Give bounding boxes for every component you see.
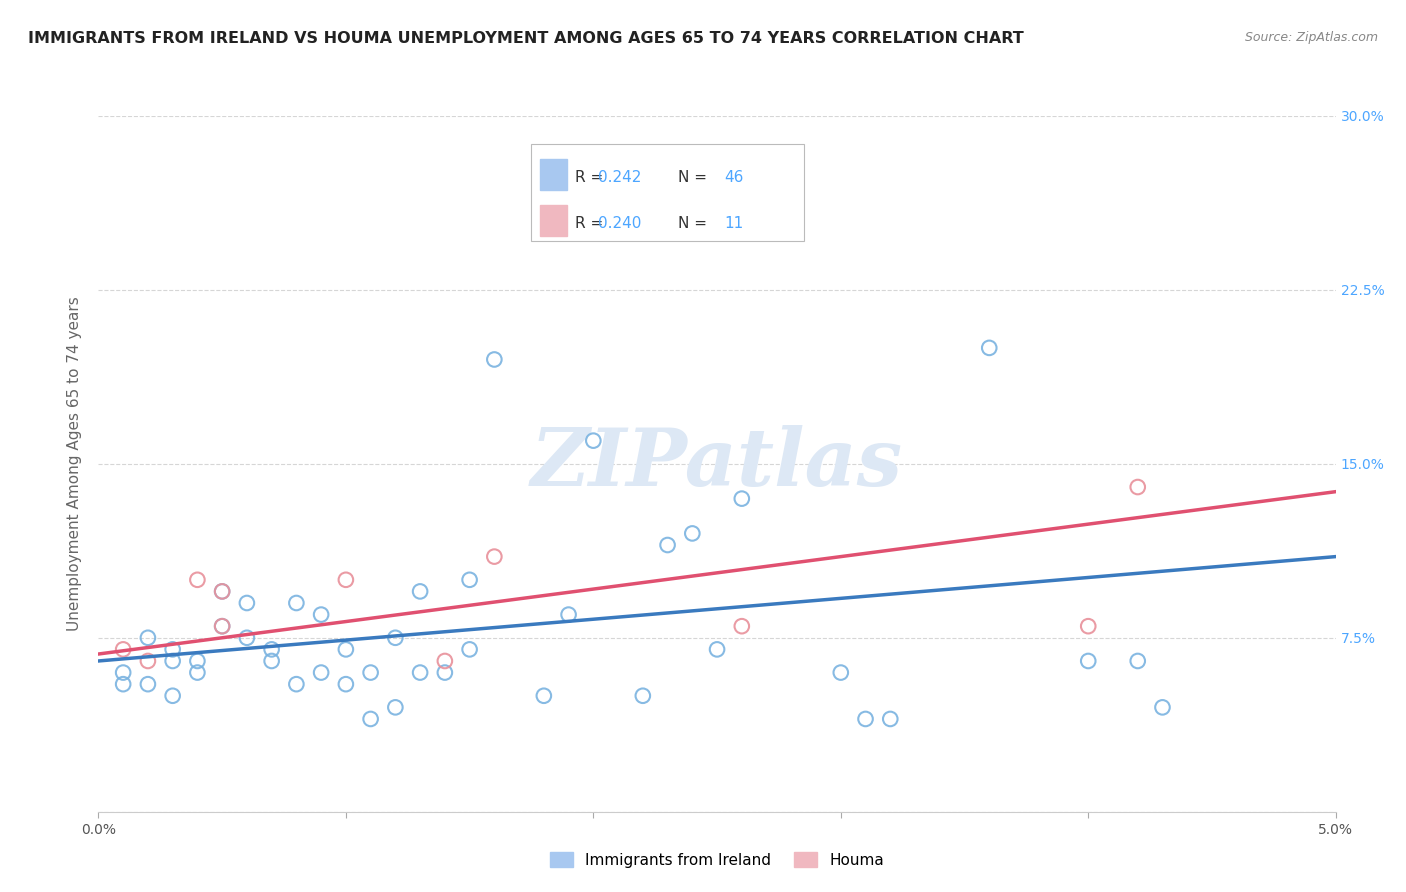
Point [112,642,135,657]
Point [681,526,703,541]
Point [557,607,579,622]
Point [631,689,654,703]
Text: IMMIGRANTS FROM IRELAND VS HOUMA UNEMPLOYMENT AMONG AGES 65 TO 74 YEARS CORRELAT: IMMIGRANTS FROM IRELAND VS HOUMA UNEMPLO… [28,31,1024,46]
Point [136,631,159,645]
Point [136,677,159,691]
Point [458,642,481,657]
Point [879,712,901,726]
Point [211,619,233,633]
Point [260,654,283,668]
Point [309,607,332,622]
Point [731,619,754,633]
Point [384,700,406,714]
Point [186,654,208,668]
Point [260,642,283,657]
Point [979,341,1001,355]
Point [162,689,184,703]
Text: ZIPatlas: ZIPatlas [531,425,903,502]
Y-axis label: Unemployment Among Ages 65 to 74 years: Unemployment Among Ages 65 to 74 years [67,296,83,632]
Point [830,665,852,680]
Point [211,584,233,599]
Point [533,689,555,703]
Point [731,491,754,506]
Point [657,538,679,552]
Point [112,677,135,691]
Point [335,677,357,691]
Point [409,584,432,599]
Point [236,596,259,610]
Point [1126,654,1149,668]
Point [335,642,357,657]
Text: N =: N = [679,170,713,186]
Point [285,677,308,691]
Point [335,573,357,587]
Text: N =: N = [679,216,713,231]
Point [112,665,135,680]
Legend: Immigrants from Ireland, Houma: Immigrants from Ireland, Houma [544,846,890,873]
Point [360,712,382,726]
Point [211,584,233,599]
Point [360,665,382,680]
Point [1077,619,1099,633]
Point [186,573,208,587]
Point [433,654,456,668]
Point [706,642,728,657]
Point [582,434,605,448]
Text: 11: 11 [724,216,744,231]
Point [236,631,259,645]
Point [855,712,877,726]
Point [484,549,506,564]
Text: R =: R = [575,170,609,186]
Text: R =: R = [575,216,609,231]
Point [458,573,481,587]
Text: 0.242: 0.242 [598,170,641,186]
Point [1077,654,1099,668]
Point [285,596,308,610]
Text: Source: ZipAtlas.com: Source: ZipAtlas.com [1244,31,1378,45]
Point [186,665,208,680]
Point [409,665,432,680]
Text: 0.240: 0.240 [598,216,641,231]
Point [384,631,406,645]
Point [1152,700,1174,714]
Point [211,619,233,633]
Point [162,642,184,657]
Point [309,665,332,680]
Point [162,654,184,668]
Point [484,352,506,367]
Point [433,665,456,680]
Point [136,654,159,668]
Text: 46: 46 [724,170,744,186]
Point [1126,480,1149,494]
